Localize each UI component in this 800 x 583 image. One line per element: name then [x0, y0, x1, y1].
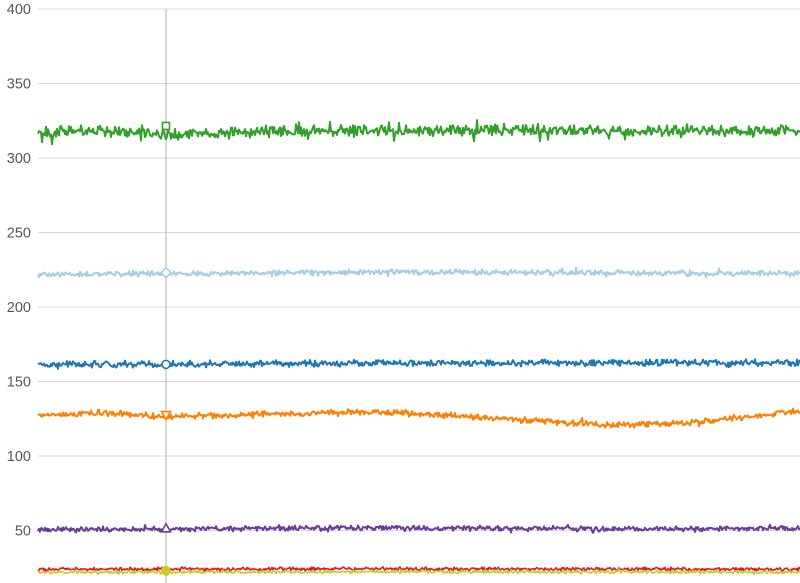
- light-blue-series: [37, 266, 800, 279]
- purple-series: [37, 523, 800, 534]
- y-axis-tick-label: 250: [7, 226, 31, 242]
- orange-series: [37, 407, 800, 429]
- y-axis-tick-label: 50: [15, 524, 31, 540]
- green-series: [37, 119, 800, 146]
- hover-marker-circle: [161, 359, 171, 370]
- y-axis-tick-label: 400: [7, 2, 31, 18]
- y-axis-tick-label: 200: [7, 300, 31, 316]
- hover-marker-diamond: [159, 266, 173, 279]
- y-axis-tick-label: 100: [7, 449, 31, 465]
- dark-blue-series: [37, 358, 800, 370]
- hover-marker-triangle-up: [160, 522, 172, 533]
- y-axis-tick-label: 350: [7, 77, 31, 93]
- y-axis-tick-label: 150: [7, 375, 31, 391]
- y-axis-tick-label: 300: [7, 151, 31, 167]
- hover-marker-filled-circle: [161, 565, 171, 576]
- hover-marker-triangle-down: [160, 410, 172, 422]
- hover-marker-square: [161, 121, 171, 131]
